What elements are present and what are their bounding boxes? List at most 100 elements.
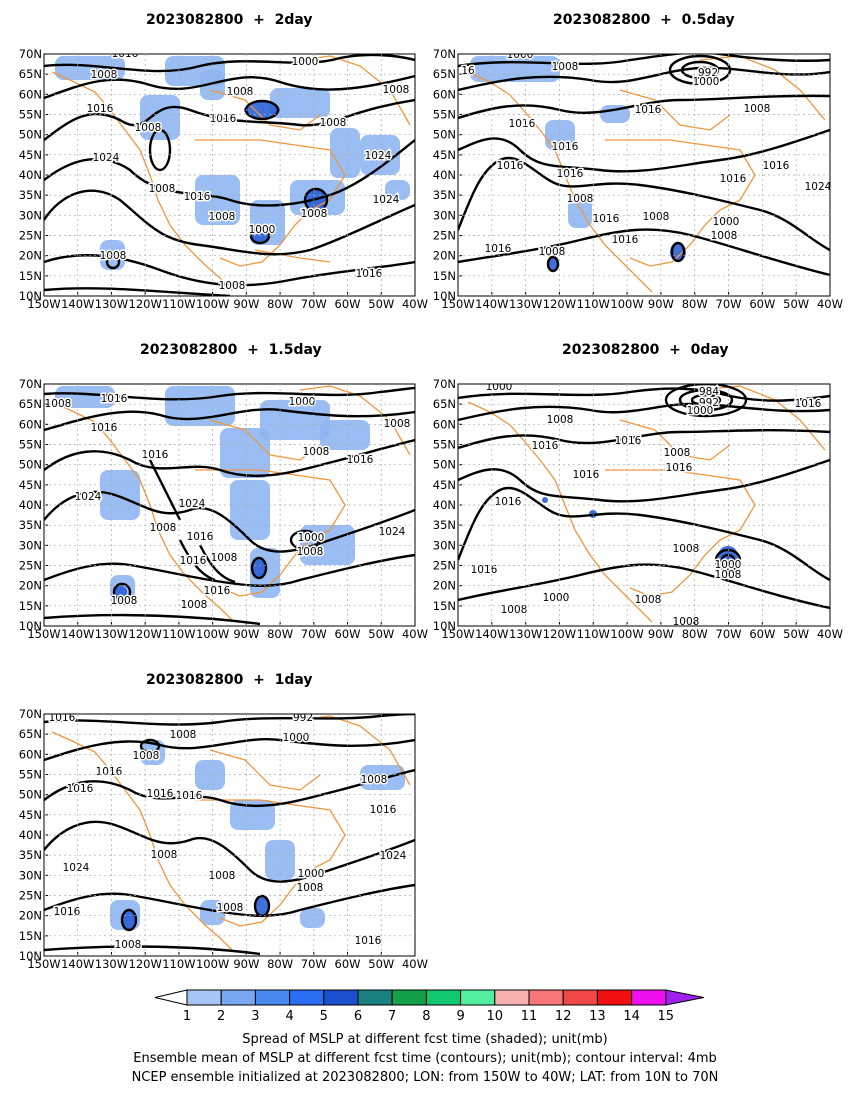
lon-tick-label: 140W — [475, 627, 508, 641]
colorbar-label: 1 — [183, 1009, 191, 1024]
lon-tick-label: 40W — [402, 297, 428, 311]
lon-tick-label: 120W — [129, 297, 162, 311]
lat-tick-label: 50N — [433, 128, 456, 142]
lat-tick-label: 25N — [19, 559, 42, 573]
lon-tick-label: 80W — [267, 627, 293, 641]
contour-label: 1008 — [384, 418, 411, 430]
spread-region — [55, 56, 125, 80]
contour-label: 1016 — [612, 234, 639, 246]
contour-label: 1008 — [133, 750, 160, 762]
lon-tick-label: 50W — [368, 297, 394, 311]
lat-tick-label: 70N — [433, 47, 456, 61]
lon-tick-label: 140W — [61, 957, 94, 971]
contour-label: 1016 — [593, 213, 620, 225]
contour-label: 1016 — [184, 191, 211, 203]
lat-tick-label: 65N — [19, 397, 42, 411]
lat-tick-label: 15N — [433, 599, 456, 613]
lon-tick-label: 70W — [716, 627, 742, 641]
colorbar-label: 8 — [422, 1009, 430, 1024]
spread-core — [254, 896, 270, 916]
contour-label: 1016 — [355, 935, 382, 947]
lon-tick-label: 100W — [196, 627, 229, 641]
colorbar: 1 2 3 4 5 6 7 8 9 10 11 12 13 14 15 — [154, 989, 704, 1024]
contour-label: 1008 — [303, 446, 330, 458]
panel-title-0day: 2023082800 + 0day — [562, 342, 729, 358]
contour-label: 1016 — [54, 906, 81, 918]
contour-label: 1008 — [383, 84, 410, 96]
contour-label: 1008 — [219, 280, 246, 292]
contour-label: 1008 — [297, 546, 324, 558]
spread-region — [320, 420, 370, 450]
contour-label: 1016 — [91, 422, 118, 434]
lat-tick-label: 30N — [433, 208, 456, 222]
colorbar-swatch — [631, 989, 667, 1006]
contour-label: 1008 — [711, 230, 738, 242]
lat-tick-label: 55N — [19, 768, 42, 782]
contour-label: 1008 — [673, 616, 700, 628]
contour-label: 1008 — [217, 902, 244, 914]
lat-tick-label: 60N — [19, 747, 42, 761]
lat-tick-label: 70N — [19, 377, 42, 391]
lat-tick-label: 25N — [19, 889, 42, 903]
spread-core — [251, 558, 267, 578]
lat-tick-label: 15N — [433, 269, 456, 283]
lat-tick-label: 45N — [19, 148, 42, 162]
lat-tick-label: 60N — [19, 87, 42, 101]
lon-tick-label: 130W — [95, 957, 128, 971]
lon-tick-label: 110W — [162, 297, 195, 311]
contour-label: 1000 — [693, 76, 720, 88]
lon-tick-label: 80W — [682, 627, 708, 641]
lon-tick-label: 100W — [610, 297, 643, 311]
contour-label: 1016 — [666, 462, 693, 474]
contour-label: 1008 — [501, 604, 528, 616]
colorbar-label: 15 — [658, 1009, 675, 1024]
lat-tick-label: 65N — [19, 727, 42, 741]
lon-tick-label: 140W — [61, 627, 94, 641]
lon-tick-label: 130W — [95, 627, 128, 641]
lon-tick-label: 50W — [783, 297, 809, 311]
lon-tick-label: 60W — [335, 957, 361, 971]
gridlines — [44, 54, 830, 956]
contour-label: 1024 — [805, 181, 832, 193]
colorbar-swatch — [289, 989, 325, 1006]
lon-tick-label: 150W — [27, 297, 60, 311]
spread-region — [385, 180, 410, 200]
colorbar-label: 10 — [487, 1009, 504, 1024]
lat-tick-label: 10N — [433, 619, 456, 633]
spread-region — [270, 88, 330, 118]
colorbar-swatch — [186, 989, 222, 1006]
lat-tick-label: 45N — [19, 808, 42, 822]
mslp-contours — [458, 384, 830, 610]
lon-tick-label: 150W — [27, 957, 60, 971]
panel-title-1day: 2023082800 + 1day — [146, 672, 313, 688]
lat-tick-label: 50N — [433, 458, 456, 472]
coastlines — [51, 715, 411, 951]
colorbar-swatch — [323, 989, 359, 1006]
caption-line-3: NCEP ensemble initialized at 2023082800;… — [131, 1070, 719, 1085]
contour-label: 1008 — [673, 543, 700, 555]
caption-line-2: Ensemble mean of MSLP at different fcst … — [133, 1051, 717, 1066]
contour-label: 1016 — [356, 268, 383, 280]
lat-tick-label: 55N — [433, 438, 456, 452]
lat-tick-label: 60N — [433, 417, 456, 431]
lon-tick-label: 130W — [509, 627, 542, 641]
contour-label: 992 — [699, 397, 719, 409]
lon-tick-label: 100W — [610, 627, 643, 641]
lat-tick-label: 65N — [19, 67, 42, 81]
contour-label: 1016 — [180, 555, 207, 567]
lon-tick-label: 110W — [577, 627, 610, 641]
lon-tick-label: 110W — [162, 957, 195, 971]
lat-tick-label: 20N — [19, 579, 42, 593]
contour-label: 1000 — [713, 216, 740, 228]
lon-tick-label: 140W — [475, 297, 508, 311]
contour-label: 1016 — [615, 435, 642, 447]
lat-tick-label: 65N — [433, 67, 456, 81]
contour-label: 1016 — [112, 48, 139, 60]
contour-label: 1016 — [49, 712, 76, 724]
lat-tick-label: 70N — [433, 377, 456, 391]
contour-label: 1016 — [370, 804, 397, 816]
contour-label: 1008 — [100, 250, 127, 262]
colorbar-swatch — [494, 989, 530, 1006]
